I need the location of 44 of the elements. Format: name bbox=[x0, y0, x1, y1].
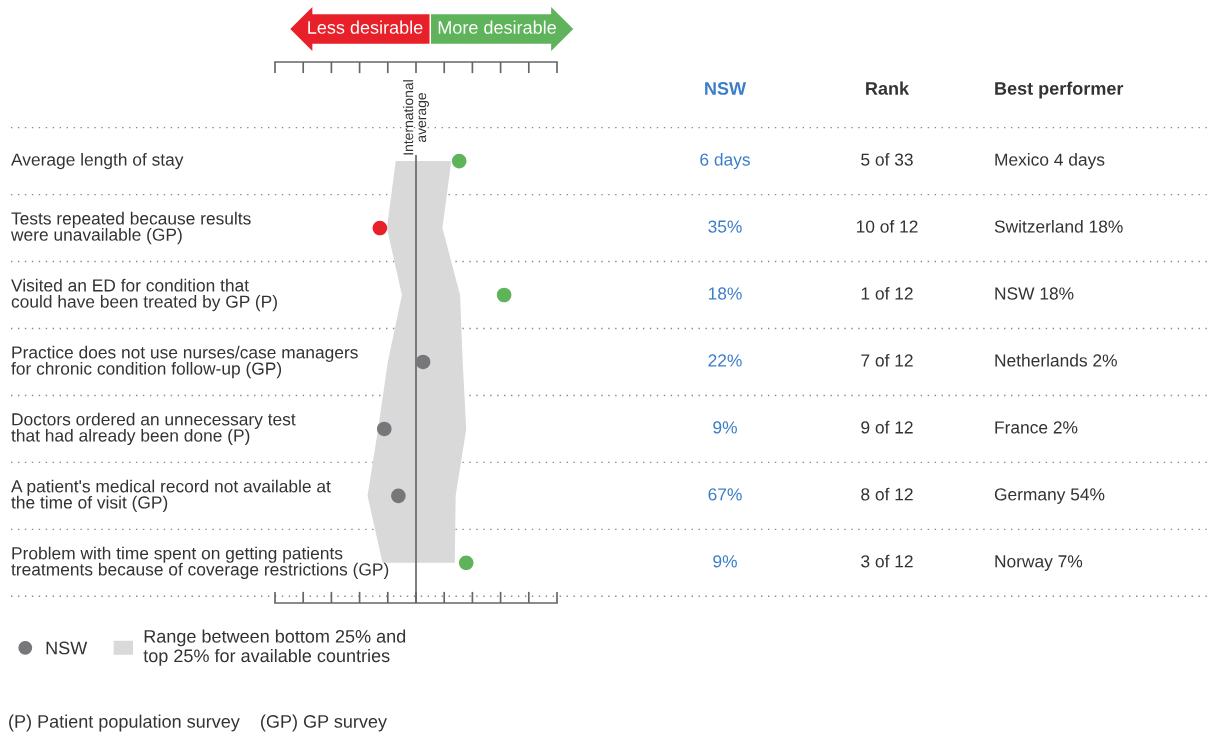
text: Switzerland 18% bbox=[994, 219, 1123, 233]
text: 35% bbox=[708, 220, 742, 233]
text: 9% bbox=[713, 421, 737, 434]
text: Mexico 4 days bbox=[995, 153, 1105, 170]
y-tick-label: Doctors ordered an unnecessary test that had already been done (P) bbox=[11, 412, 296, 446]
point bbox=[496, 287, 512, 303]
y-tick-label: Visited an ED for condition that could have been treated by GP (P) bbox=[11, 278, 277, 312]
point bbox=[372, 220, 388, 236]
text: 18% bbox=[708, 287, 742, 300]
text: Netherlands 2% bbox=[995, 353, 1117, 367]
text: 1 of 12 bbox=[861, 286, 913, 300]
y-tick-label: Average length of stay bbox=[11, 153, 184, 170]
text: 7 of 12 bbox=[861, 353, 913, 367]
text: 10 of 12 bbox=[856, 219, 918, 233]
text: France 2% bbox=[995, 421, 1078, 434]
text: 9 of 12 bbox=[861, 420, 913, 434]
legend-label: Range between bottom 25% and top 25% for available countries bbox=[143, 629, 406, 666]
text: Norway 7% bbox=[995, 555, 1083, 571]
text: Germany 54% bbox=[994, 488, 1105, 504]
text: Less desirable bbox=[308, 20, 423, 34]
text: Rank bbox=[866, 81, 910, 95]
legend-label: NSW bbox=[46, 641, 88, 655]
point bbox=[451, 153, 467, 169]
text: 22% bbox=[708, 354, 742, 367]
text: NSW 18% bbox=[995, 287, 1074, 300]
text: NSW bbox=[705, 82, 747, 95]
point bbox=[415, 354, 431, 370]
point bbox=[376, 421, 392, 437]
point bbox=[391, 488, 406, 504]
ref-line-label: International average bbox=[403, 80, 429, 155]
text: 3 of 12 bbox=[861, 554, 913, 568]
y-tick-label: Practice does not use nurses/case managers for chronic condition follow-up (GP) bbox=[11, 345, 358, 379]
text: 6 days bbox=[700, 153, 750, 170]
y-tick-label: Problem with time spent on getting patients treatments because of coverage restrictions (GP) bbox=[11, 546, 389, 580]
text: More desirable bbox=[438, 20, 556, 34]
text: 5 of 33 bbox=[861, 153, 913, 166]
y-tick-label: A patient's medical record not available at the time of visit (GP) bbox=[11, 479, 331, 513]
text: Best performer bbox=[995, 81, 1124, 99]
text: 8 of 12 bbox=[861, 487, 913, 501]
text: (P) Patient population survey (GP) GP survey bbox=[9, 714, 387, 732]
text: 67% bbox=[708, 488, 742, 501]
point bbox=[458, 555, 474, 571]
text: 9% bbox=[713, 555, 737, 568]
y-tick-label: Tests repeated because results were unavailable (GP) bbox=[10, 211, 251, 245]
